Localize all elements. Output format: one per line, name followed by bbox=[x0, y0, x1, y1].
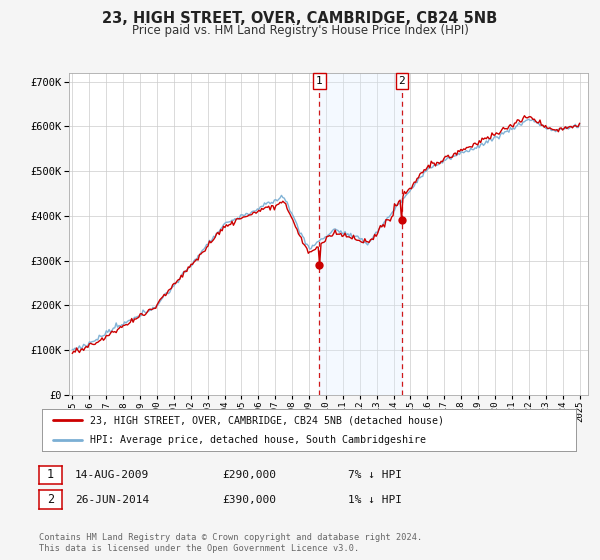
Text: Price paid vs. HM Land Registry's House Price Index (HPI): Price paid vs. HM Land Registry's House … bbox=[131, 24, 469, 36]
Text: HPI: Average price, detached house, South Cambridgeshire: HPI: Average price, detached house, Sout… bbox=[90, 435, 426, 445]
Text: £290,000: £290,000 bbox=[222, 470, 276, 480]
Text: 1: 1 bbox=[316, 76, 323, 86]
Text: Contains HM Land Registry data © Crown copyright and database right 2024.: Contains HM Land Registry data © Crown c… bbox=[39, 533, 422, 542]
Text: 26-JUN-2014: 26-JUN-2014 bbox=[75, 494, 149, 505]
Text: 2: 2 bbox=[398, 76, 405, 86]
Text: 23, HIGH STREET, OVER, CAMBRIDGE, CB24 5NB (detached house): 23, HIGH STREET, OVER, CAMBRIDGE, CB24 5… bbox=[90, 415, 444, 425]
Text: 2: 2 bbox=[47, 493, 54, 506]
Text: £390,000: £390,000 bbox=[222, 494, 276, 505]
Text: 14-AUG-2009: 14-AUG-2009 bbox=[75, 470, 149, 480]
Bar bbox=[319, 73, 402, 395]
Text: 1% ↓ HPI: 1% ↓ HPI bbox=[348, 494, 402, 505]
Text: 1: 1 bbox=[47, 468, 54, 482]
Text: 23, HIGH STREET, OVER, CAMBRIDGE, CB24 5NB: 23, HIGH STREET, OVER, CAMBRIDGE, CB24 5… bbox=[103, 11, 497, 26]
Text: 7% ↓ HPI: 7% ↓ HPI bbox=[348, 470, 402, 480]
Text: This data is licensed under the Open Government Licence v3.0.: This data is licensed under the Open Gov… bbox=[39, 544, 359, 553]
